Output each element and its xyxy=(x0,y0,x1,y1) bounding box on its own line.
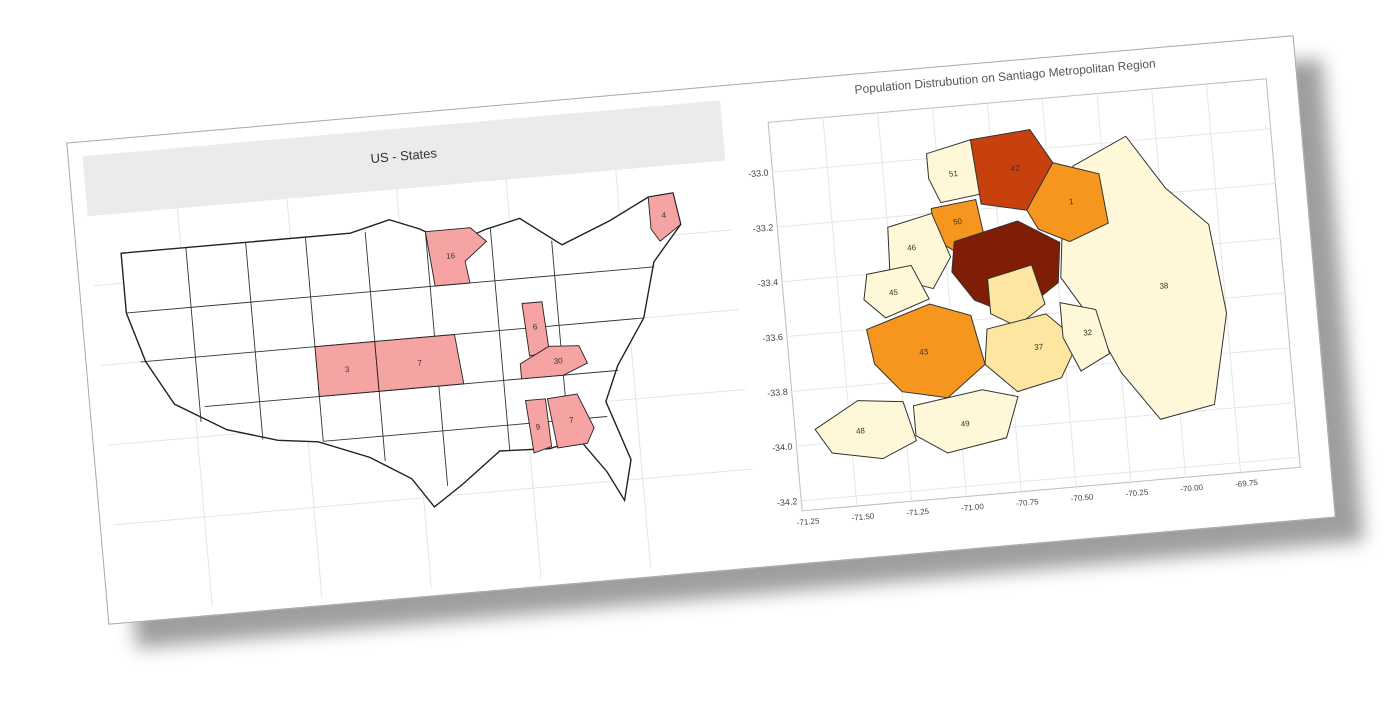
commune-label: 32 xyxy=(1083,328,1093,338)
commune-label: 48 xyxy=(856,426,866,436)
commune-label: 46 xyxy=(907,243,917,253)
x-tick-label: -70.50 xyxy=(1070,492,1094,503)
x-tick-label: -69.75 xyxy=(1235,478,1259,489)
y-tick-label: -33.6 xyxy=(762,332,783,344)
state-label-ks: 7 xyxy=(417,358,423,367)
commune-center-light xyxy=(987,264,1046,328)
x-tick-label: -70.00 xyxy=(1180,483,1204,494)
x-tick-label: -71.25 xyxy=(796,516,820,527)
state-label-ga: 7 xyxy=(569,415,575,424)
x-tick-label: -71.00 xyxy=(961,502,985,513)
santiago-map[interactable]: -33.0 -33.2 -33.4 -33.6 -33.8 -34.0 -34.… xyxy=(727,67,1324,564)
x-tick-label: -71.25 xyxy=(906,507,930,518)
state-label-co: 3 xyxy=(344,365,350,374)
commune-north-east-orange xyxy=(1026,162,1109,243)
maps-card: US - States xyxy=(66,35,1336,625)
commune-label: 43 xyxy=(919,347,929,357)
x-tick-label: -70.75 xyxy=(1016,497,1040,508)
y-tick-label: -34.0 xyxy=(772,441,793,453)
us-map[interactable]: 16 4 3 7 6 30 9 7 xyxy=(87,160,761,615)
state-label-mn: 16 xyxy=(446,251,456,261)
state-minnesota xyxy=(424,227,488,287)
y-tick-label: -33.8 xyxy=(767,387,788,399)
highlighted-states[interactable] xyxy=(304,192,699,471)
state-label-ms: 9 xyxy=(535,422,541,431)
y-tick-label: -33.2 xyxy=(752,222,773,234)
state-maine xyxy=(647,192,682,242)
commune-south-pale xyxy=(912,389,1019,454)
commune-south-east-pale xyxy=(1059,301,1111,372)
commune-south-center-light xyxy=(984,313,1080,393)
x-tick-label: -71.50 xyxy=(851,512,875,523)
commune-label: 38 xyxy=(1159,281,1169,291)
state-label-in: 6 xyxy=(532,322,538,331)
commune-label: 51 xyxy=(949,169,959,179)
commune-label: 45 xyxy=(889,288,899,298)
commune-label: 37 xyxy=(1034,342,1044,352)
y-tick-label: -34.2 xyxy=(776,496,797,508)
commune-west-pale-2 xyxy=(863,264,930,319)
y-tick-label: -33.4 xyxy=(757,277,778,289)
state-kansas xyxy=(374,334,465,392)
commune-label: 1 xyxy=(1069,197,1075,206)
state-label-ky: 30 xyxy=(553,356,563,366)
commune-north-west xyxy=(925,139,981,204)
x-tick-label: -70.25 xyxy=(1125,488,1149,499)
commune-south-west-orange xyxy=(866,303,986,399)
state-georgia xyxy=(546,393,595,449)
state-label-me: 4 xyxy=(661,211,667,220)
state-kentucky xyxy=(519,345,589,380)
commune-label: 50 xyxy=(953,217,963,227)
commune-south-west-pale xyxy=(814,400,918,460)
state-mississippi xyxy=(524,398,553,454)
commune-label: 49 xyxy=(960,419,970,429)
commune-label: 42 xyxy=(1010,164,1020,174)
y-tick-label: -33.0 xyxy=(748,168,769,180)
